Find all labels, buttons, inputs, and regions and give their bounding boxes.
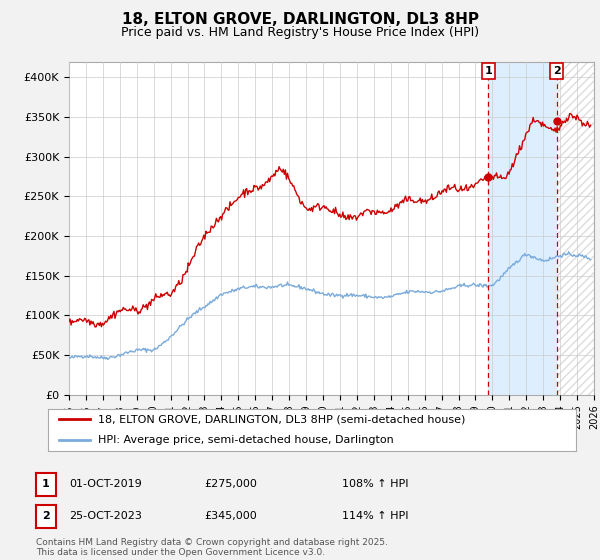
Text: HPI: Average price, semi-detached house, Darlington: HPI: Average price, semi-detached house,…	[98, 435, 394, 445]
Text: 1: 1	[42, 479, 50, 489]
Bar	[557, 62, 594, 395]
Text: 114% ↑ HPI: 114% ↑ HPI	[342, 511, 409, 521]
Bar	[557, 62, 594, 395]
Text: Price paid vs. HM Land Registry's House Price Index (HPI): Price paid vs. HM Land Registry's House …	[121, 26, 479, 39]
Bar	[488, 62, 557, 395]
Text: 18, ELTON GROVE, DARLINGTON, DL3 8HP: 18, ELTON GROVE, DARLINGTON, DL3 8HP	[121, 12, 479, 27]
Text: 01-OCT-2019: 01-OCT-2019	[69, 479, 142, 489]
Text: Contains HM Land Registry data © Crown copyright and database right 2025.
This d: Contains HM Land Registry data © Crown c…	[36, 538, 388, 557]
Text: £275,000: £275,000	[204, 479, 257, 489]
Text: 2: 2	[42, 511, 50, 521]
Text: £345,000: £345,000	[204, 511, 257, 521]
Text: 108% ↑ HPI: 108% ↑ HPI	[342, 479, 409, 489]
Text: 25-OCT-2023: 25-OCT-2023	[69, 511, 142, 521]
Text: 18, ELTON GROVE, DARLINGTON, DL3 8HP (semi-detached house): 18, ELTON GROVE, DARLINGTON, DL3 8HP (se…	[98, 414, 466, 424]
Text: 1: 1	[484, 66, 492, 76]
Text: 2: 2	[553, 66, 560, 76]
